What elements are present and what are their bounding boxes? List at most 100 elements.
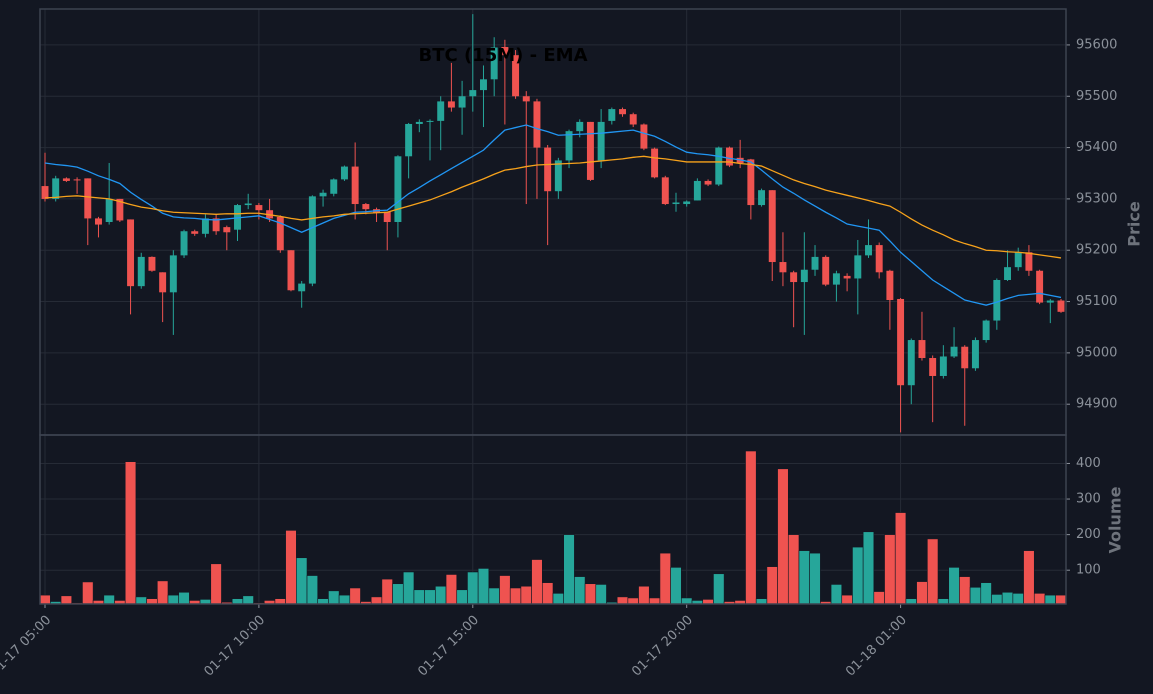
volume-bar — [467, 571, 479, 605]
candle-body — [886, 270, 894, 301]
candle-body — [116, 198, 124, 221]
y-axis-label: Price — [1125, 201, 1144, 247]
volume-bar — [830, 584, 843, 605]
volume-bar — [991, 594, 1003, 605]
candle-body — [811, 256, 819, 270]
chart-title: BTC (15M) - EMA — [418, 45, 587, 66]
ema-line — [44, 124, 1062, 306]
candle-body — [437, 101, 445, 121]
candle-body — [961, 346, 969, 369]
volume-bar — [370, 596, 383, 605]
candle-body — [939, 356, 947, 376]
volume-bar — [927, 538, 939, 605]
volume-bar — [852, 546, 864, 605]
volume-bar — [563, 534, 575, 605]
candle-body — [330, 179, 338, 194]
candle-body — [319, 192, 327, 197]
volume-bar — [82, 581, 94, 605]
volume-bar — [648, 597, 661, 605]
volume-bar — [488, 587, 500, 605]
candle-body — [1057, 300, 1065, 312]
candle-body — [490, 47, 498, 80]
candle-body — [223, 227, 231, 233]
candle-body — [715, 147, 723, 185]
y-tick-label: 95000 — [1076, 345, 1117, 360]
candle-body — [822, 256, 830, 285]
candle-body — [41, 186, 49, 199]
candle-body — [480, 79, 487, 91]
volume-bar — [456, 589, 468, 605]
volume-bar — [1055, 594, 1067, 605]
candle-body — [747, 159, 755, 206]
volume-tick-label: 400 — [1076, 456, 1101, 471]
volume-bar — [745, 450, 757, 605]
volume-bar — [894, 512, 907, 605]
y-tick-label: 95400 — [1076, 140, 1117, 155]
volume-axis-label: Volume — [1106, 486, 1125, 553]
candle-body — [800, 269, 808, 283]
candle-body — [84, 178, 92, 219]
volume-bar — [959, 576, 971, 605]
volume-bar — [531, 559, 543, 605]
volume-panel-frame — [39, 434, 1067, 605]
candle-body — [758, 190, 766, 206]
volume-bar — [146, 598, 158, 605]
candle-body — [619, 109, 626, 115]
volume-bar — [627, 597, 639, 605]
volume-bar — [445, 574, 458, 605]
candle-body — [672, 202, 680, 205]
candle-body — [790, 272, 798, 283]
volume-bar — [231, 598, 244, 605]
candle-body — [201, 218, 209, 234]
volume-tick-label: 100 — [1076, 563, 1101, 578]
candle-body — [586, 121, 594, 180]
volume-bar — [937, 598, 950, 605]
volume-bar — [552, 593, 564, 605]
candle-body — [469, 90, 477, 97]
candle-body — [180, 231, 188, 256]
candle-body — [62, 178, 70, 181]
volume-bar — [349, 587, 361, 605]
candle-body — [127, 219, 135, 287]
candle-body — [918, 340, 926, 359]
volume-bar — [520, 585, 532, 605]
candle-body — [1004, 267, 1012, 280]
candle-body — [982, 320, 990, 341]
candle-body — [629, 114, 637, 125]
volume-bar — [574, 576, 586, 605]
volume-bar — [787, 534, 800, 605]
candle-body — [308, 196, 316, 284]
candle-body — [875, 245, 883, 273]
candle-body — [148, 256, 156, 271]
volume-bar — [862, 531, 875, 605]
volume-bar — [659, 552, 671, 605]
candle-body — [1036, 270, 1044, 303]
candle-body — [94, 218, 102, 225]
volume-bar — [584, 583, 597, 605]
candle-body — [501, 46, 509, 56]
y-tick-label: 95500 — [1076, 89, 1117, 104]
volume-bar — [167, 594, 179, 605]
candle-body — [704, 180, 712, 185]
candle-body — [137, 256, 145, 287]
candle-body — [105, 198, 113, 222]
volume-bar — [402, 571, 415, 605]
candle-body — [693, 180, 701, 201]
volume-bar — [392, 583, 404, 605]
volume-bar — [616, 596, 629, 605]
ema-line — [44, 155, 1062, 259]
volume-bar — [681, 597, 693, 605]
candle-body — [661, 177, 669, 205]
volume-bar — [916, 581, 928, 605]
volume-bar — [39, 594, 51, 605]
volume-bar — [809, 552, 821, 605]
candle-body — [212, 218, 220, 232]
candle-body — [929, 358, 937, 376]
volume-tick-label: 200 — [1076, 527, 1101, 542]
volume-bar — [156, 580, 169, 605]
volume-bar — [1044, 594, 1056, 605]
candle-body — [447, 101, 455, 108]
y-tick-label: 94900 — [1076, 397, 1117, 412]
candle-body — [522, 96, 530, 102]
